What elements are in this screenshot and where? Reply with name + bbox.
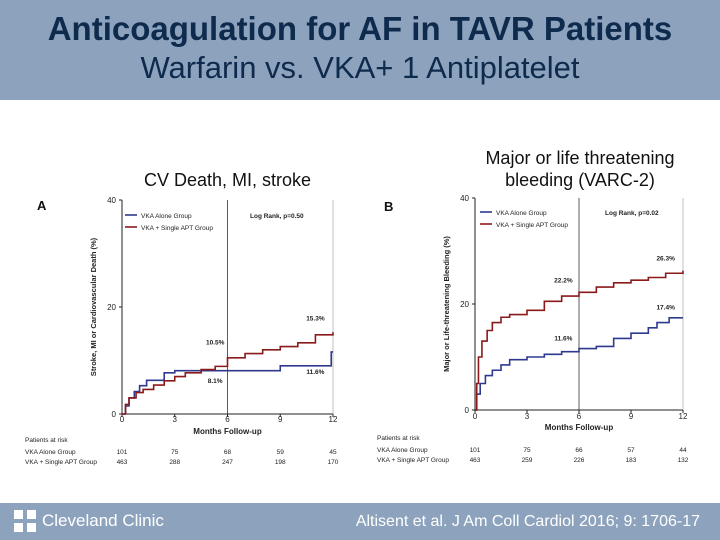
chart-b-legend-label: VKA Alone Group (496, 210, 547, 217)
chart-b-y-axis-label: Major or Life-threatening Bleeding (%) (442, 236, 451, 372)
chart-b-y-tick-label: 0 (465, 406, 470, 415)
chart-a-x-tick-label: 3 (173, 415, 178, 424)
chart-a-at-risk-value: 75 (171, 449, 179, 456)
chart-a-at-risk-value: 463 (117, 459, 128, 466)
chart-b-at-risk-value: 44 (679, 447, 687, 454)
chart-b-at-risk-value: 226 (574, 457, 585, 464)
chart-a-y-axis-label: Stroke, MI or Cardiovascular Death (%) (89, 237, 98, 376)
chart-a-y-tick-label: 40 (107, 196, 116, 205)
chart-b-y-tick-label: 40 (460, 194, 469, 203)
slide-header: Anticoagulation for AF in TAVR Patients … (0, 0, 720, 100)
chart-b-data-label: 17.4% (656, 304, 675, 311)
chart-b-x-tick-label: 9 (629, 412, 634, 421)
chart-a-x-tick-label: 12 (329, 415, 338, 424)
chart-b-legend-label: VKA + Single APT Group (496, 222, 568, 229)
chart-b-at-risk-row-label: VKA + Single APT Group (377, 457, 449, 464)
chart-a-y-tick-label: 0 (112, 410, 117, 419)
chart-a-at-risk-value: 288 (169, 459, 180, 466)
chart-b-data-label: 11.6% (554, 336, 572, 343)
chart-b-at-risk-title: Patients at risk (377, 435, 420, 442)
chart-a-panel-label: A (37, 198, 47, 213)
chart-a: A 0 20 40 0 3 6 9 12 Stroke, MI or Cardiovascular… (25, 196, 339, 466)
chart-a-at-risk-value: 45 (329, 449, 337, 456)
chart-a-at-risk-row-label: VKA + Single APT Group (25, 459, 97, 466)
slide-title: Anticoagulation for AF in TAVR Patients (47, 10, 673, 47)
chart-b-at-risk-value: 66 (575, 447, 583, 454)
chart-b-data-label: 22.2% (554, 277, 573, 284)
chart-a-at-risk-value: 247 (222, 459, 233, 466)
chart-a-x-tick-label: 0 (120, 415, 125, 424)
chart-b-x-tick-label: 0 (473, 412, 478, 421)
chart-b-x-axis-label: Months Follow-up (545, 423, 614, 432)
chart-a-y-tick-label: 20 (107, 303, 116, 312)
chart-b-panel-label: B (384, 199, 393, 214)
chart-a-x-tick-label: 9 (278, 415, 283, 424)
chart-a-data-label: 15.3% (306, 315, 325, 322)
chart-a-caption: CV Death, MI, stroke (143, 170, 312, 190)
slide-footer (0, 503, 720, 540)
chart-b-at-risk-value: 57 (627, 447, 635, 454)
chart-a-series-vka-apt-line (122, 332, 334, 415)
chart-b-at-risk-value: 101 (470, 447, 481, 454)
chart-b-x-tick-label: 12 (679, 412, 688, 421)
citation: Altisent et al. J Am Coll Cardiol 2016; … (355, 513, 700, 530)
chart-a-at-risk-row-label: VKA Alone Group (25, 449, 76, 456)
chart-b-series-vka-alone-line (475, 316, 683, 411)
chart-a-at-risk-value: 101 (117, 449, 128, 456)
chart-a-at-risk-title: Patients at risk (25, 437, 68, 444)
chart-a-at-risk-value: 68 (224, 449, 232, 456)
chart-a-legend-label: VKA + Single APT Group (141, 225, 213, 232)
chart-a-data-label: 11.6% (306, 369, 324, 376)
chart-a-legend-label: VKA Alone Group (141, 213, 192, 220)
chart-b-data-label: 26.3% (656, 256, 675, 263)
chart-a-at-risk-value: 198 (275, 459, 286, 466)
chart-b-logrank-label: Log Rank, p=0.02 (605, 210, 659, 217)
chart-b-x-tick-label: 3 (525, 412, 530, 421)
chart-b-at-risk-value: 183 (626, 457, 637, 464)
chart-b: B 0 20 40 0 3 6 9 12 Major or Life-threatening Bl… (377, 194, 689, 464)
logo-text: Cleveland Clinic (42, 511, 164, 530)
chart-a-data-label: 8.1% (208, 378, 223, 385)
chart-a-at-risk-value: 170 (328, 459, 339, 466)
chart-b-y-tick-label: 20 (460, 300, 469, 309)
chart-b-x-tick-label: 6 (577, 412, 582, 421)
chart-b-series-vka-apt-line (475, 270, 684, 411)
cleveland-clinic-logo-icon (14, 510, 36, 532)
chart-b-at-risk-value: 259 (522, 457, 533, 464)
chart-a-x-axis-label: Months Follow-up (193, 427, 262, 436)
chart-a-x-tick-label: 6 (225, 415, 230, 424)
chart-a-logrank-label: Log Rank, p=0.50 (250, 213, 304, 220)
chart-b-at-risk-row-label: VKA Alone Group (377, 447, 428, 454)
chart-a-at-risk-value: 59 (277, 449, 285, 456)
chart-b-at-risk-value: 132 (678, 457, 689, 464)
chart-b-at-risk-value: 463 (470, 457, 481, 464)
slide-subtitle: Warfarin vs. VKA+ 1 Antiplatelet (140, 50, 580, 85)
chart-b-caption: Major or life threatening bleeding (VARC… (485, 148, 675, 190)
chart-a-data-label: 10.5% (206, 339, 225, 346)
chart-b-at-risk-value: 75 (523, 447, 531, 454)
